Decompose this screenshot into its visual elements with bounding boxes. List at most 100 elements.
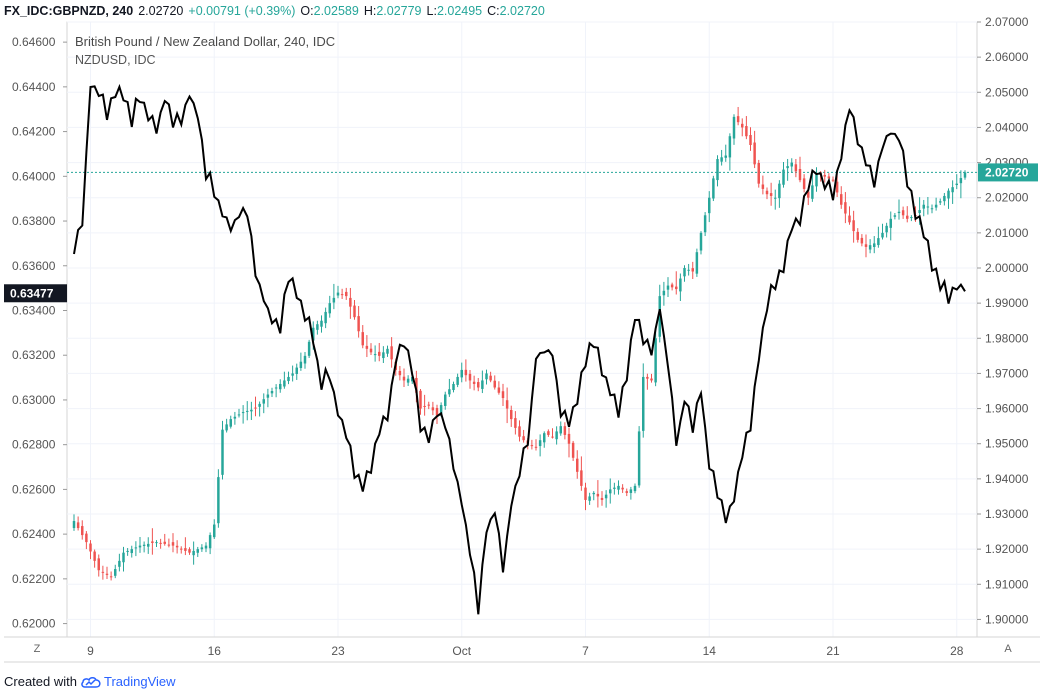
candle-body bbox=[163, 541, 166, 544]
candle-body bbox=[204, 545, 208, 549]
candle-body bbox=[444, 394, 447, 406]
right-tick-label: 2.06000 bbox=[985, 50, 1029, 64]
candle-body bbox=[934, 204, 938, 208]
candle-body bbox=[435, 407, 439, 416]
candle-body bbox=[703, 215, 707, 233]
candle-body bbox=[328, 303, 331, 314]
x-tick-label: 21 bbox=[826, 644, 840, 658]
candle-body bbox=[472, 381, 476, 384]
candle-body bbox=[699, 232, 703, 251]
candle-body bbox=[831, 179, 835, 181]
candle-body bbox=[732, 116, 736, 139]
ohlc-header: FX_IDC:GBPNZD, 240 2.02720 +0.00791 (+0.… bbox=[4, 1, 550, 21]
candle-body bbox=[559, 426, 562, 434]
right-tick-label: 1.91000 bbox=[985, 577, 1029, 591]
candle-body bbox=[901, 210, 905, 216]
candle-body bbox=[386, 348, 389, 354]
candle-body bbox=[543, 433, 546, 443]
candle-body bbox=[345, 291, 348, 297]
candle-body bbox=[468, 373, 472, 381]
auto-scale-button[interactable]: A bbox=[1004, 643, 1012, 655]
candle-body bbox=[947, 190, 950, 199]
candle-body bbox=[930, 208, 934, 210]
candle-body bbox=[246, 410, 249, 412]
candle-body bbox=[951, 187, 954, 193]
right-tick-label: 1.95000 bbox=[985, 437, 1029, 451]
candle-body bbox=[299, 361, 303, 369]
candle-body bbox=[716, 159, 719, 181]
candle-body bbox=[782, 169, 785, 185]
candle-body bbox=[184, 548, 187, 551]
candle-body bbox=[287, 376, 290, 382]
candle-body bbox=[167, 544, 171, 546]
candle-body bbox=[262, 399, 265, 404]
candle-body bbox=[89, 543, 92, 552]
candle-body bbox=[505, 400, 509, 409]
candle-body bbox=[76, 522, 80, 529]
candle-body bbox=[580, 470, 583, 486]
candle-body bbox=[695, 252, 699, 274]
candle-body bbox=[637, 431, 641, 486]
candle-body bbox=[130, 549, 133, 554]
candle-body bbox=[118, 560, 121, 567]
candle-body bbox=[456, 376, 459, 385]
scale-mode-button[interactable]: Z bbox=[33, 643, 41, 655]
right-tick-label: 2.05000 bbox=[985, 85, 1029, 99]
candle-body bbox=[114, 569, 117, 576]
candle-body bbox=[691, 268, 694, 272]
overlay-series-title: NZDUSD, IDC bbox=[75, 53, 156, 67]
candle-body bbox=[126, 550, 129, 552]
candle-body bbox=[868, 245, 872, 250]
candle-body bbox=[811, 185, 814, 199]
right-tick-label: 1.92000 bbox=[985, 542, 1029, 556]
candle-body bbox=[101, 571, 105, 573]
candle-body bbox=[221, 429, 224, 475]
candle-body bbox=[749, 134, 752, 145]
price-change: +0.00791 (+0.39%) bbox=[188, 4, 296, 18]
brand-label: TradingView bbox=[103, 674, 176, 689]
candle-body bbox=[662, 290, 666, 296]
candle-body bbox=[893, 215, 897, 217]
candle-body bbox=[452, 383, 455, 391]
candle-body bbox=[736, 116, 740, 123]
open-value: 2.02589 bbox=[313, 4, 359, 18]
left-tick-label: 0.62200 bbox=[12, 572, 56, 586]
x-tick-label: 28 bbox=[950, 644, 964, 658]
x-tick-label: 14 bbox=[703, 644, 717, 658]
candle-body bbox=[551, 436, 554, 438]
candle-body bbox=[897, 211, 901, 214]
tradingview-logo[interactable]: TradingView bbox=[81, 674, 176, 689]
candle-body bbox=[254, 407, 257, 409]
candle-body bbox=[357, 316, 360, 332]
candle-body bbox=[955, 183, 958, 186]
x-tick-label: 23 bbox=[331, 644, 345, 658]
candle-body bbox=[807, 191, 810, 198]
right-tick-label: 2.00000 bbox=[985, 261, 1029, 275]
candle-body bbox=[864, 244, 868, 247]
candle-body bbox=[312, 327, 315, 341]
candle-body bbox=[708, 197, 711, 214]
candle-body bbox=[217, 477, 220, 524]
candle-body bbox=[687, 269, 690, 271]
left-tick-label: 0.64200 bbox=[12, 125, 56, 139]
candle-body bbox=[922, 204, 925, 209]
candle-body bbox=[155, 542, 158, 544]
symbol-label: FX_IDC:GBPNZD, 240 bbox=[4, 4, 134, 18]
candle-body bbox=[613, 487, 616, 489]
right-tick-label: 1.97000 bbox=[985, 366, 1029, 380]
candle-body bbox=[274, 387, 278, 389]
candle-body bbox=[877, 238, 880, 246]
candle-body bbox=[848, 215, 851, 223]
right-tick-label: 1.94000 bbox=[985, 472, 1029, 486]
candle-body bbox=[666, 285, 670, 290]
cloud-icon bbox=[81, 676, 101, 688]
candle-body bbox=[629, 489, 633, 493]
candle-body bbox=[621, 487, 624, 490]
candle-body bbox=[485, 373, 488, 380]
candle-body bbox=[683, 268, 686, 277]
candle-body bbox=[229, 419, 232, 427]
candle-body bbox=[547, 431, 550, 435]
candle-body bbox=[97, 558, 100, 571]
candle-body bbox=[171, 542, 175, 546]
